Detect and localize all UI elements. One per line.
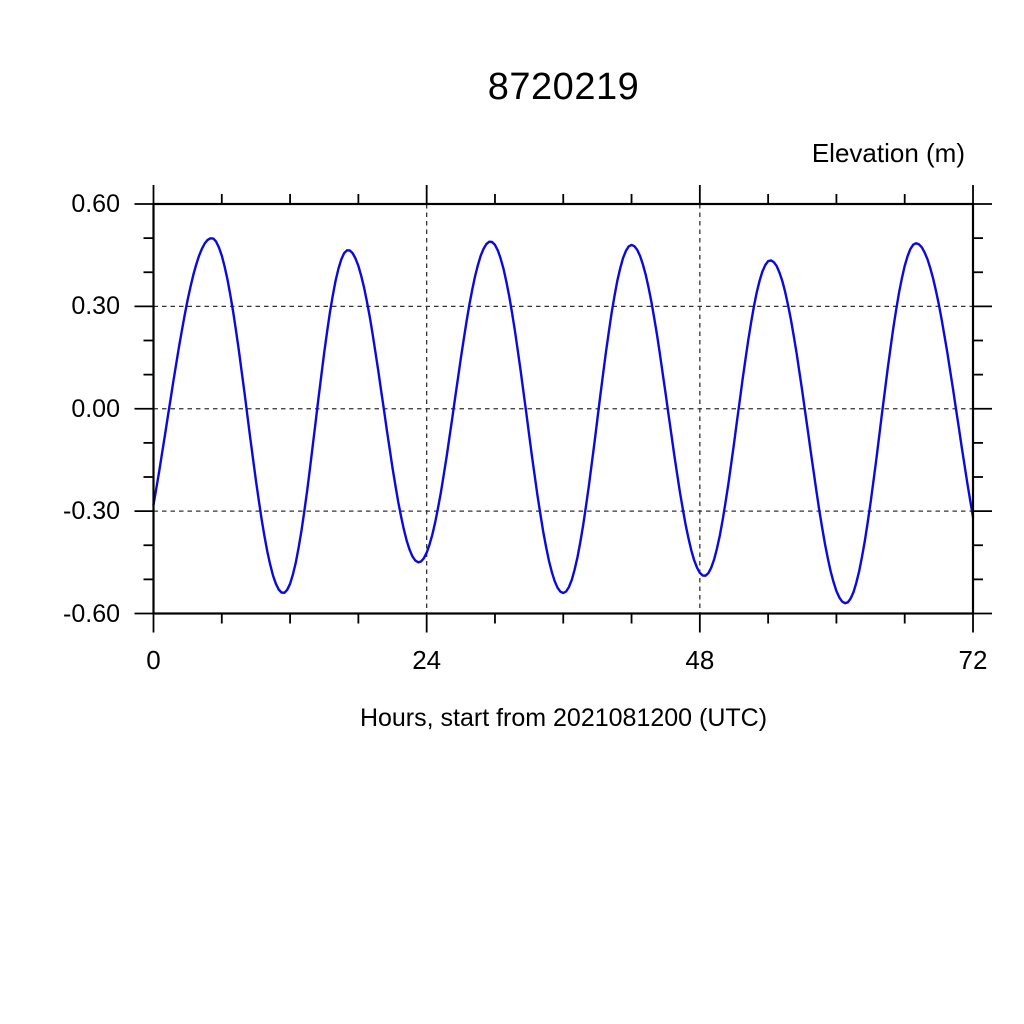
elevation-curve [152,237,975,605]
y-tick-label: 0.60 [71,190,120,218]
y-tick-label: 0.30 [71,292,120,321]
y-tick-label: 0.00 [71,394,120,423]
x-tick-label: 0 [146,645,161,675]
x-tick-label: 24 [412,645,442,675]
y-tick-label: -0.60 [63,599,120,628]
y-tick-label: -0.30 [63,497,120,526]
x-tick-label: 72 [958,645,988,675]
x-tick-label: 48 [685,645,715,675]
x-axis-label: Hours, start from 2021081200 (UTC) [359,704,768,732]
y-axis-title: Elevation (m) [811,138,965,168]
chart-title: 8720219 [487,66,640,108]
